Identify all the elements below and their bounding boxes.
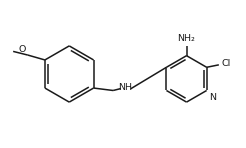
Text: O: O — [18, 45, 26, 54]
Text: N: N — [209, 93, 216, 102]
Text: Cl: Cl — [221, 59, 231, 68]
Text: NH: NH — [118, 83, 132, 92]
Text: NH₂: NH₂ — [178, 34, 196, 44]
